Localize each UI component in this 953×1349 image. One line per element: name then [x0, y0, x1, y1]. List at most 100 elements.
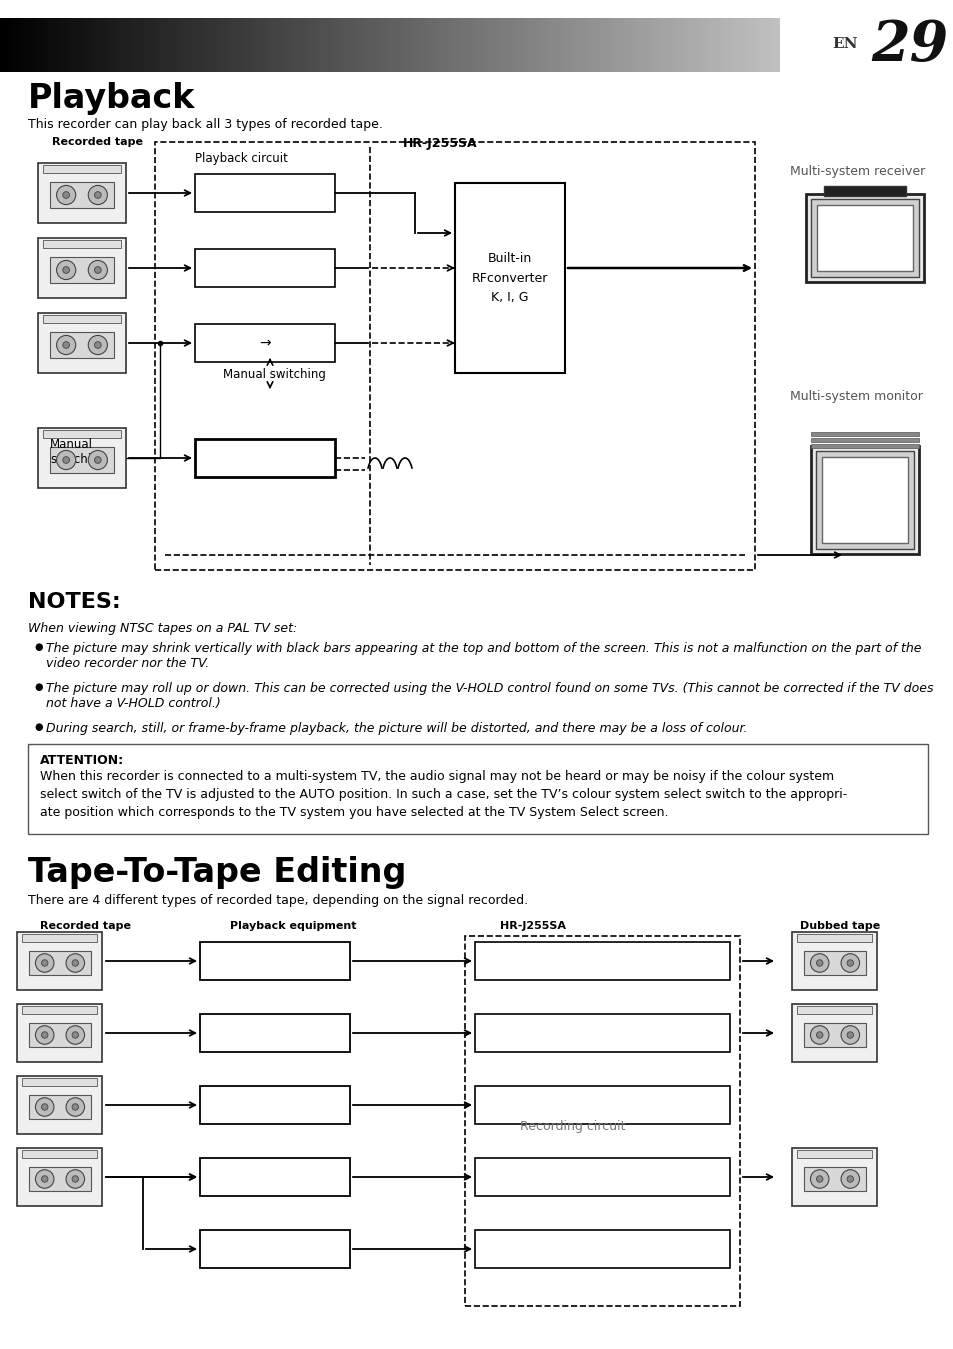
- Circle shape: [41, 1103, 48, 1110]
- Text: The picture may roll up or down. This can be corrected using the V-HOLD control : The picture may roll up or down. This ca…: [46, 683, 933, 710]
- Circle shape: [846, 959, 853, 966]
- Bar: [805, 194, 923, 282]
- Bar: [38, 237, 126, 298]
- Circle shape: [35, 1098, 54, 1116]
- Circle shape: [810, 1170, 828, 1188]
- Text: Recorded tape: Recorded tape: [52, 138, 143, 147]
- Bar: [810, 447, 918, 554]
- Bar: [38, 428, 126, 488]
- Bar: [17, 1148, 102, 1206]
- Bar: [803, 951, 864, 975]
- Circle shape: [35, 954, 54, 973]
- Circle shape: [66, 1098, 85, 1116]
- Bar: [43, 165, 121, 173]
- Circle shape: [56, 260, 75, 279]
- Bar: [200, 1014, 350, 1052]
- Bar: [23, 1149, 97, 1157]
- Circle shape: [63, 457, 70, 463]
- Bar: [51, 258, 113, 282]
- Text: HR-J255SA: HR-J255SA: [402, 138, 476, 150]
- Circle shape: [72, 1176, 78, 1182]
- Text: →: →: [259, 336, 271, 349]
- Text: ●: ●: [34, 722, 43, 733]
- Bar: [43, 240, 121, 248]
- Bar: [30, 951, 91, 975]
- Circle shape: [56, 451, 75, 469]
- Bar: [797, 1149, 872, 1157]
- Text: Manual switching: Manual switching: [223, 368, 326, 380]
- Bar: [30, 1095, 91, 1120]
- Bar: [475, 1014, 729, 1052]
- Circle shape: [816, 959, 822, 966]
- Text: Recording circuit: Recording circuit: [519, 1120, 625, 1133]
- Bar: [200, 1157, 350, 1197]
- Circle shape: [66, 1025, 85, 1044]
- Circle shape: [63, 267, 70, 274]
- Bar: [30, 1023, 91, 1047]
- Bar: [17, 932, 102, 990]
- Circle shape: [846, 1032, 853, 1039]
- Circle shape: [94, 192, 101, 198]
- Bar: [194, 324, 335, 362]
- Bar: [797, 934, 872, 942]
- Bar: [200, 1086, 350, 1124]
- Bar: [455, 183, 564, 374]
- Bar: [200, 1230, 350, 1268]
- Bar: [154, 142, 754, 571]
- Circle shape: [841, 954, 859, 973]
- Circle shape: [41, 959, 48, 966]
- Text: This recorder can play back all 3 types of recorded tape.: This recorder can play back all 3 types …: [28, 117, 382, 131]
- Bar: [43, 316, 121, 322]
- Text: When this recorder is connected to a multi-system TV, the audio signal may not b: When this recorder is connected to a mul…: [40, 770, 846, 819]
- Circle shape: [41, 1032, 48, 1039]
- Circle shape: [63, 341, 70, 348]
- Bar: [810, 200, 918, 277]
- Text: Playback: Playback: [28, 82, 195, 115]
- Bar: [200, 942, 350, 979]
- Circle shape: [72, 1032, 78, 1039]
- Circle shape: [63, 192, 70, 198]
- Bar: [810, 438, 918, 442]
- Bar: [194, 174, 335, 212]
- Circle shape: [816, 1032, 822, 1039]
- Circle shape: [89, 185, 108, 205]
- Bar: [815, 451, 913, 549]
- Text: Playback equipment: Playback equipment: [230, 921, 356, 931]
- Bar: [810, 444, 918, 448]
- Text: Multi-system monitor: Multi-system monitor: [789, 390, 922, 403]
- Circle shape: [89, 336, 108, 355]
- Circle shape: [89, 451, 108, 469]
- Bar: [38, 163, 126, 223]
- Circle shape: [66, 1170, 85, 1188]
- Text: Built-in
RFconverter
K, I, G: Built-in RFconverter K, I, G: [472, 252, 548, 304]
- Bar: [23, 934, 97, 942]
- Circle shape: [72, 1103, 78, 1110]
- Bar: [810, 432, 918, 436]
- Circle shape: [810, 954, 828, 973]
- Text: Tape-To-Tape Editing: Tape-To-Tape Editing: [28, 857, 406, 889]
- Text: 29: 29: [870, 19, 947, 73]
- Circle shape: [56, 185, 75, 205]
- Bar: [17, 1077, 102, 1135]
- Circle shape: [846, 1176, 853, 1182]
- Bar: [475, 1086, 729, 1124]
- Bar: [194, 438, 335, 478]
- Bar: [43, 430, 121, 438]
- Bar: [23, 1078, 97, 1086]
- Circle shape: [94, 341, 101, 348]
- Bar: [803, 1167, 864, 1191]
- Text: ●: ●: [34, 642, 43, 652]
- Text: Multi-system receiver: Multi-system receiver: [789, 165, 924, 178]
- Bar: [822, 186, 905, 196]
- Text: There are 4 different types of recorded tape, depending on the signal recorded.: There are 4 different types of recorded …: [28, 894, 528, 907]
- Text: The picture may shrink vertically with black bars appearing at the top and botto: The picture may shrink vertically with b…: [46, 642, 921, 670]
- Bar: [51, 448, 113, 472]
- Circle shape: [94, 267, 101, 274]
- Text: Manual
switching: Manual switching: [50, 438, 106, 465]
- Bar: [51, 182, 113, 208]
- Bar: [17, 1004, 102, 1062]
- Circle shape: [56, 336, 75, 355]
- Bar: [38, 313, 126, 374]
- Circle shape: [89, 260, 108, 279]
- Bar: [28, 745, 927, 834]
